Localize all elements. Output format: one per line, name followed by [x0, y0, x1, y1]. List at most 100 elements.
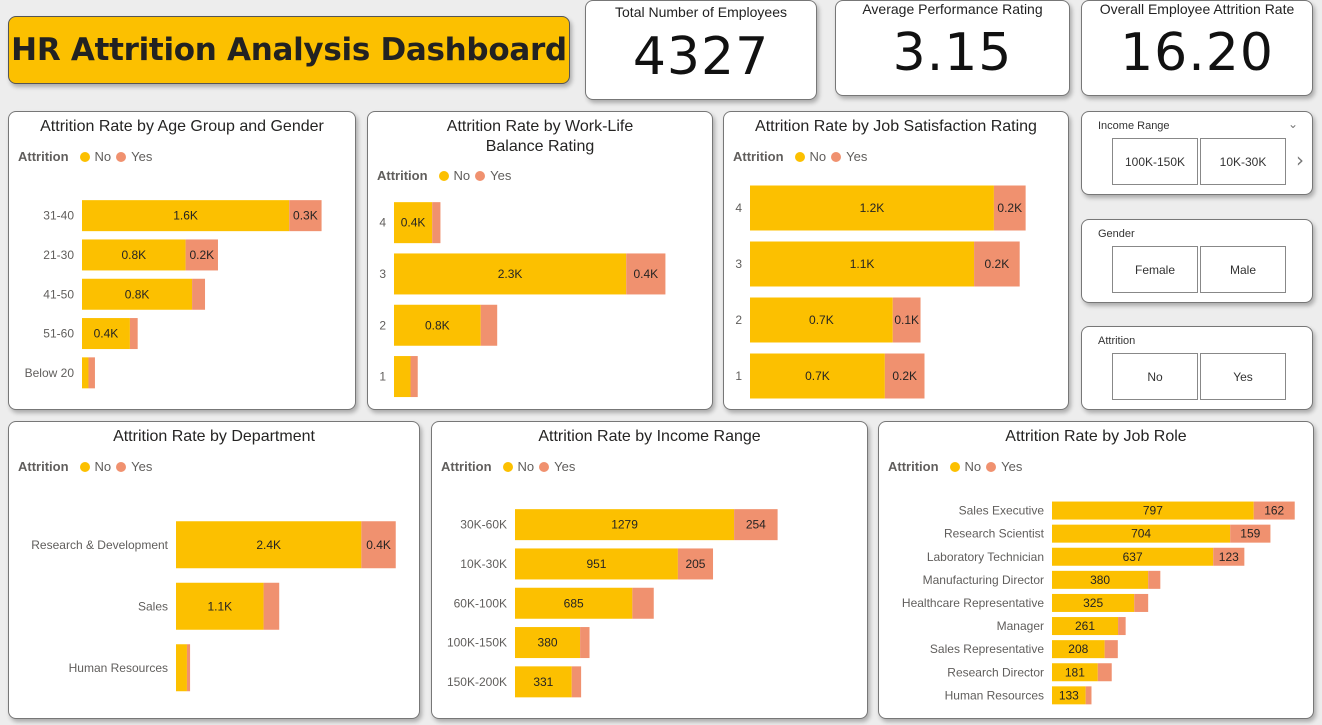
bar-yes-2[interactable]	[1213, 547, 1245, 566]
bar-yes-8[interactable]	[1085, 686, 1092, 705]
bar-no-4[interactable]	[82, 357, 89, 389]
slicer-option[interactable]: 100K-150K	[1112, 138, 1198, 185]
bar-yes-1[interactable]	[626, 253, 666, 295]
kpi-attrition-rate[interactable]: Overall Employee Attrition Rate 16.20	[1081, 0, 1313, 96]
chart-title: Attrition Rate by Job Role	[1005, 428, 1187, 445]
bar-no-3[interactable]	[750, 353, 885, 399]
slicer-income-range[interactable]: Income Range ⌄ 100K-150K 10K-30K ›	[1081, 111, 1313, 195]
bar-yes-3[interactable]	[884, 353, 925, 399]
bar-no-0[interactable]	[1052, 501, 1254, 520]
bar-no-1[interactable]	[176, 582, 264, 630]
slicer-option[interactable]: Male	[1200, 246, 1286, 293]
data-label: 380	[538, 636, 558, 650]
bar-yes-5[interactable]	[1118, 617, 1126, 636]
data-label: 1.1K	[207, 599, 232, 613]
chevron-right-icon[interactable]: ›	[1296, 148, 1304, 172]
bar-no-0[interactable]	[750, 185, 994, 231]
bar-yes-3[interactable]	[1148, 570, 1161, 589]
bar-yes-2[interactable]	[892, 297, 921, 343]
kpi-average-performance[interactable]: Average Performance Rating 3.15	[835, 0, 1070, 96]
bar-no-4[interactable]	[515, 666, 572, 698]
category-label: 60K-100K	[454, 596, 507, 610]
slicer-option[interactable]: No	[1112, 353, 1198, 400]
bar-yes-0[interactable]	[1253, 501, 1295, 520]
bar-no-2[interactable]	[1052, 547, 1214, 566]
bar-no-8[interactable]	[1052, 686, 1086, 705]
bar-no-2[interactable]	[82, 278, 193, 310]
kpi-total-employees[interactable]: Total Number of Employees 4327	[585, 0, 817, 100]
chart-income-range[interactable]: Attrition Rate by Income Range Attrition…	[431, 421, 868, 719]
bar-yes-0[interactable]	[993, 185, 1026, 231]
bar-yes-2[interactable]	[192, 278, 206, 310]
bar-no-1[interactable]	[750, 241, 975, 287]
data-label: 162	[1264, 504, 1284, 518]
chart-job-role[interactable]: Attrition Rate by Job Role Attrition No …	[878, 421, 1314, 719]
bar-yes-2[interactable]	[480, 304, 498, 346]
bar-no-1[interactable]	[1052, 524, 1231, 543]
bar-yes-6[interactable]	[1104, 640, 1118, 659]
bar-yes-3[interactable]	[580, 627, 590, 659]
legend-no-swatch	[79, 461, 90, 472]
bar-yes-1[interactable]	[974, 241, 1020, 287]
bar-no-0[interactable]	[82, 200, 290, 232]
bar-no-2[interactable]	[176, 644, 187, 692]
chart-plot: 31-40 1.6K 0.3K 21-30 0.8K 0.2K 41-50 0.8K 51-60…	[25, 200, 322, 389]
bar-no-2[interactable]	[750, 297, 893, 343]
slicer-option[interactable]: 10K-30K	[1200, 138, 1286, 185]
bar-no-5[interactable]	[1052, 617, 1119, 636]
bar-no-2[interactable]	[394, 304, 481, 346]
bar-yes-4[interactable]	[1134, 593, 1149, 612]
bar-yes-0[interactable]	[361, 521, 396, 569]
bar-yes-2[interactable]	[632, 587, 654, 619]
bar-yes-1[interactable]	[263, 582, 280, 630]
category-label: Sales Representative	[930, 642, 1044, 656]
bar-yes-2[interactable]	[186, 644, 191, 692]
category-label: 1	[735, 369, 742, 383]
slicer-option[interactable]: Female	[1112, 246, 1198, 293]
bar-yes-3[interactable]	[410, 356, 418, 398]
bar-no-0[interactable]	[515, 509, 735, 541]
chevron-down-icon[interactable]: ⌄	[1287, 117, 1298, 131]
category-label: 150K-200K	[447, 675, 507, 689]
bar-yes-1[interactable]	[677, 548, 714, 580]
bar-yes-4[interactable]	[88, 357, 95, 389]
slicer-gender[interactable]: Gender Female Male	[1081, 219, 1313, 303]
bar-no-3[interactable]	[82, 318, 130, 350]
bar-yes-0[interactable]	[734, 509, 778, 541]
category-label: 51-60	[43, 327, 74, 341]
slicer-option[interactable]: Yes	[1200, 353, 1286, 400]
legend-title: Attrition	[18, 149, 69, 164]
bar-no-2[interactable]	[515, 587, 633, 619]
chart-job-satisfaction[interactable]: Attrition Rate by Job Satisfaction Ratin…	[723, 111, 1069, 410]
bar-no-3[interactable]	[1052, 570, 1149, 589]
bar-no-1[interactable]	[82, 239, 186, 271]
bar-yes-0[interactable]	[289, 200, 322, 232]
chart-age-gender[interactable]: Attrition Rate by Age Group and Gender A…	[8, 111, 356, 410]
bar-no-6[interactable]	[1052, 640, 1105, 659]
category-label: Manufacturing Director	[923, 573, 1044, 587]
slicer-attrition[interactable]: Attrition No Yes	[1081, 326, 1313, 410]
chart-work-life-balance[interactable]: Attrition Rate by Work-Life Balance Rati…	[367, 111, 713, 410]
data-label: 0.4K	[401, 216, 426, 230]
data-label: 2.3K	[498, 267, 523, 281]
data-label: 1.6K	[173, 209, 198, 223]
chart-title: Attrition Rate by Job Satisfaction Ratin…	[755, 118, 1037, 135]
legend-yes-swatch	[116, 151, 127, 162]
bar-yes-1[interactable]	[185, 239, 218, 271]
bar-no-1[interactable]	[394, 253, 627, 295]
bar-no-4[interactable]	[1052, 593, 1135, 612]
legend-yes-swatch	[986, 461, 997, 472]
data-label: 797	[1143, 504, 1163, 518]
bar-yes-1[interactable]	[1230, 524, 1271, 543]
bar-yes-0[interactable]	[432, 202, 441, 244]
bar-yes-4[interactable]	[571, 666, 582, 698]
bar-no-3[interactable]	[515, 627, 581, 659]
bar-no-0[interactable]	[394, 202, 433, 244]
bar-no-1[interactable]	[515, 548, 678, 580]
bar-yes-7[interactable]	[1097, 663, 1112, 682]
bar-no-0[interactable]	[176, 521, 362, 569]
bar-no-7[interactable]	[1052, 663, 1098, 682]
bar-yes-3[interactable]	[129, 318, 138, 350]
bar-no-3[interactable]	[394, 356, 411, 398]
chart-department[interactable]: Attrition Rate by Department Attrition N…	[8, 421, 420, 719]
